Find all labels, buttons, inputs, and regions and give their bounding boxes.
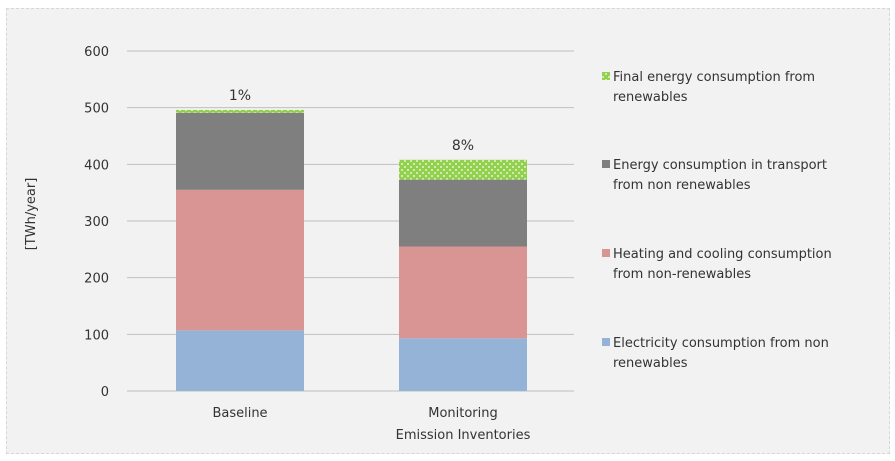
legend-entry-label: renewables (613, 356, 688, 371)
y-tick-label: 100 (84, 328, 109, 343)
y-tick-label: 500 (84, 102, 109, 117)
bar-segment (176, 189, 304, 331)
legend-swatch (602, 338, 610, 346)
bar-segment (399, 179, 527, 247)
bar-segment (176, 112, 304, 190)
legend-swatch (602, 160, 610, 168)
legend-entry-label: Heating and cooling consumption (613, 247, 832, 262)
legend-entry-label: renewables (613, 90, 688, 105)
bar-segment (176, 109, 304, 113)
legend-entry-label: Energy consumption in transport (613, 158, 827, 173)
x-category-label: Emission Inventories (396, 428, 531, 443)
y-tick-label: 300 (84, 215, 109, 230)
x-category-label: Baseline (212, 406, 267, 421)
legend-swatch (602, 249, 610, 257)
bar-segment (176, 330, 304, 391)
legend-swatch (602, 72, 610, 80)
y-tick-label: 600 (84, 45, 109, 60)
legend-entry-label: from non renewables (613, 178, 751, 193)
legend-entry-label: Final energy consumption from (613, 70, 815, 85)
y-tick-label: 400 (84, 158, 109, 173)
bar-segment (399, 159, 527, 180)
chart-frame: 0 100 200 300 400 500 600 1% Baseline 8% Monitori… (6, 8, 890, 454)
y-tick-label: 200 (84, 272, 109, 287)
stacked-bar-chart: 0 100 200 300 400 500 600 1% Baseline 8% Monitori… (24, 45, 832, 443)
y-axis-title: [TWh/year] (24, 178, 39, 251)
bar-segment (399, 338, 527, 391)
legend-entry-label: Electricity consumption from non (613, 336, 829, 351)
bar-data-label: 1% (229, 88, 251, 104)
x-category-label: Monitoring (428, 406, 498, 421)
bar-data-label: 8% (452, 138, 474, 154)
y-tick-label: 0 (101, 385, 109, 400)
legend-entry-label: from non-renewables (613, 267, 751, 282)
bar-segment (399, 246, 527, 339)
